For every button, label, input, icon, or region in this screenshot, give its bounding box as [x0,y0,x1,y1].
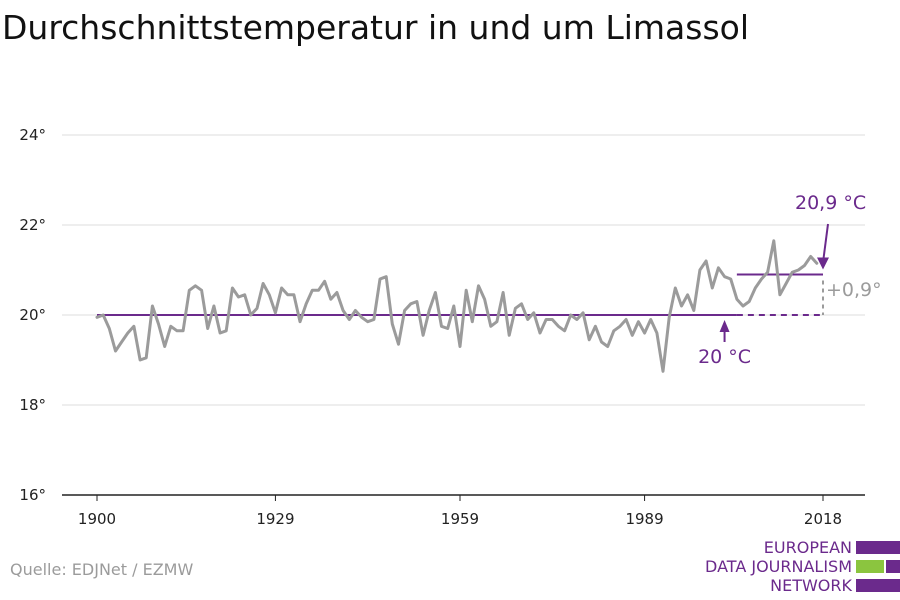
logo-bar-bottom [856,579,900,592]
difference-label: +0,9° [826,279,882,301]
annotations: 20,9 °C 20 °C +0,9° [698,192,882,368]
source-note: Quelle: EDJNet / EZMW [10,560,194,579]
y-tick-label-16: 16° [19,486,46,504]
x-tick-label-1929: 1929 [256,510,294,528]
logo-line-1: EUROPEAN [763,538,852,557]
reference-lines [97,273,824,316]
x-tick-label-1900: 1900 [78,510,116,528]
arrow-20-9-head [817,257,829,270]
arrow-20-head [719,320,730,332]
y-axis-ticks: 16° 18° 20° 22° 24° [19,126,46,504]
x-axis-ticks: 1900 1929 1959 1989 2018 [78,495,842,528]
label-20-9: 20,9 °C [795,192,866,214]
y-tick-label-22: 22° [19,216,46,234]
logo-bar-middle-accent [856,560,884,573]
y-tick-label-20: 20° [19,306,46,324]
label-20: 20 °C [698,346,751,368]
arrow-20-9-shaft [822,223,829,263]
logo-bar-middle [886,560,900,573]
temperature-series [95,239,819,373]
x-tick-label-1959: 1959 [441,510,479,528]
chart-title: Durchschnittstemperatur in und um Limass… [2,8,750,47]
edjnet-logo: EUROPEAN DATA JOURNALISM NETWORK [700,539,900,595]
logo-line-2: DATA JOURNALISM [705,557,852,576]
logo-line-3: NETWORK [770,576,852,595]
y-tick-label-18: 18° [19,396,46,414]
logo-bar-top [856,541,900,554]
x-tick-label-1989: 1989 [625,510,663,528]
x-tick-label-2018: 2018 [804,510,842,528]
series-line-0 [95,239,819,373]
y-tick-label-24: 24° [19,126,46,144]
